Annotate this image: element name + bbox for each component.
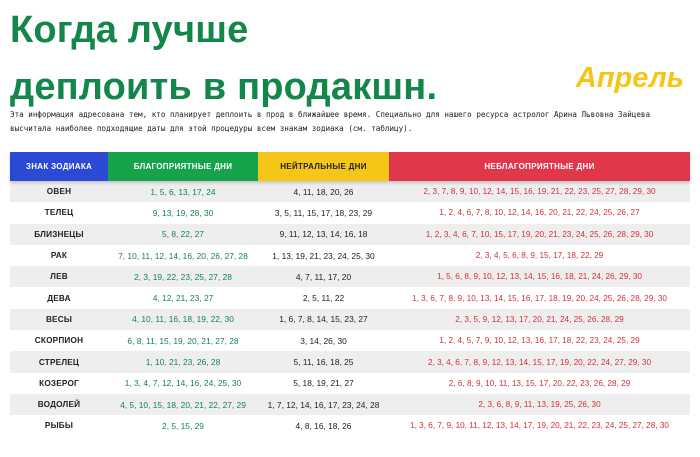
neutral-days-cell: 3, 5, 11, 15, 17, 18, 23, 29 (274, 207, 373, 218)
bad-days-cell: 2, 3, 4, 5, 6, 8, 9, 15, 17, 18, 22, 29 (475, 251, 604, 261)
zodiac-table: ЗНАК ЗОДИАКА БЛАГОПРИЯТНЫЕ ДНИ НЕЙТРАЛЬН… (10, 152, 690, 437)
header-bad-days: НЕБЛАГОПРИЯТНЫЕ ДНИ (389, 152, 690, 181)
table-row: КОЗЕРОГ 1, 3, 4, 7, 12, 14, 16, 24, 25, 3… (10, 372, 690, 394)
table-row: РЫБЫ 2, 5, 15, 29 4, 8, 16, 18, 26 1, 3, 6,… (10, 415, 690, 437)
neutral-days-cell: 2, 5, 11, 22 (302, 293, 345, 304)
bad-days-cell: 2, 6, 8, 9, 10, 11, 13, 15, 17, 20, 22, … (448, 378, 631, 388)
sign-cell: РЫБЫ (44, 421, 74, 431)
good-days-cell: 5, 8, 22, 27 (162, 229, 204, 240)
bad-days-cell: 1, 2, 3, 4, 6, 7, 10, 15, 17, 19, 20, 21… (425, 229, 654, 239)
table-row: РАК 7, 10, 11, 12, 14, 16, 20, 26, 27, 28… (10, 244, 690, 267)
month-label: Апрель (575, 62, 684, 94)
sign-cell: ТЕЛЕЦ (44, 208, 74, 218)
sign-cell: КОЗЕРОГ (39, 378, 79, 388)
sign-cell: СТРЕЛЕЦ (38, 357, 80, 367)
sign-cell: БЛИЗНЕЦЫ (34, 229, 84, 239)
table-row: ВЕСЫ 4, 10, 11, 16, 18, 19, 22, 30 1, 6, 7… (10, 308, 690, 331)
table-body: ОВЕН 1, 5, 6, 13, 17, 24 4, 11, 18, 20, 26… (10, 181, 690, 437)
bad-days-cell: 2, 3, 6, 8, 9, 11, 13, 19, 25, 26, 30 (478, 400, 601, 410)
header-sign: ЗНАК ЗОДИАКА (10, 152, 108, 181)
bad-days-cell: 1, 5, 6, 8, 9, 10, 12, 13, 14, 15, 16, 1… (437, 272, 642, 282)
good-days-cell: 9, 13, 19, 28, 30 (152, 207, 214, 218)
sign-cell: РАК (50, 251, 68, 261)
sign-cell: СКОРПИОН (34, 336, 84, 346)
header-good-days: БЛАГОПРИЯТНЫЕ ДНИ (108, 152, 258, 181)
good-days-cell: 4, 12, 21, 23, 27 (152, 293, 214, 304)
table-row: ТЕЛЕЦ 9, 13, 19, 28, 30 3, 5, 11, 15, 17, … (10, 202, 690, 224)
neutral-days-cell: 1, 7, 12, 14, 16, 17, 23, 24, 28 (267, 399, 380, 410)
good-days-cell: 1, 5, 6, 13, 17, 24 (150, 186, 216, 197)
neutral-days-cell: 4, 8, 16, 18, 26 (295, 420, 352, 431)
neutral-days-cell: 1, 13, 19, 21, 23, 24, 25, 30 (272, 250, 375, 261)
sign-cell: ВЕСЫ (45, 314, 73, 324)
table-header: ЗНАК ЗОДИАКА БЛАГОПРИЯТНЫЕ ДНИ НЕЙТРАЛЬН… (10, 152, 690, 181)
table-row: ВОДОЛЕЙ 4, 5, 10, 15, 18, 20, 21, 22, 27,… (10, 393, 690, 416)
table-row: ОВЕН 1, 5, 6, 13, 17, 24 4, 11, 18, 20, 26… (10, 181, 690, 203)
page-title: Когда лучше деплоить в продакшн. (10, 2, 437, 116)
sign-cell: ДЕВА (47, 293, 71, 303)
title-line-1: Когда лучше (10, 9, 249, 51)
neutral-days-cell: 4, 7, 11, 17, 20 (295, 271, 352, 282)
table-row: СТРЕЛЕЦ 1, 10, 21, 23, 26, 28 5, 11, 16, 1… (10, 351, 690, 373)
bad-days-cell: 2, 3, 7, 8, 9, 10, 12, 14, 15, 16, 19, 2… (423, 187, 656, 197)
neutral-days-cell: 1, 6, 7, 8, 14, 15, 23, 27 (279, 314, 368, 325)
table-row: ДЕВА 4, 12, 21, 23, 27 2, 5, 11, 22 1, 3, 6… (10, 287, 690, 309)
neutral-days-cell: 3, 14, 26, 30 (300, 335, 347, 346)
good-days-cell: 2, 3, 19, 22, 23, 25, 27, 28 (134, 271, 232, 282)
good-days-cell: 2, 5, 15, 29 (162, 420, 204, 431)
good-days-cell: 7, 10, 11, 12, 14, 16, 20, 26, 27, 28 (118, 250, 248, 261)
neutral-days-cell: 9, 11, 12, 13, 14, 16, 18 (279, 229, 368, 240)
bad-days-cell: 2, 3, 5, 9, 12, 13, 17, 20, 21, 24, 25, … (455, 314, 624, 324)
table-row: СКОРПИОН 6, 8, 11, 15, 19, 20, 21, 27, 28… (10, 330, 690, 352)
header-neutral-days: НЕЙТРАЛЬНЫЕ ДНИ (258, 152, 389, 181)
good-days-cell: 1, 3, 4, 7, 12, 14, 16, 24, 25, 30 (124, 378, 242, 389)
bad-days-cell: 1, 3, 6, 7, 9, 10, 11, 12, 13, 14, 17, 1… (410, 421, 669, 431)
bad-days-cell: 1, 2, 4, 5, 7, 9, 10, 12, 13, 16, 17, 18… (439, 336, 640, 346)
table-row: БЛИЗНЕЦЫ 5, 8, 22, 27 9, 11, 12, 13, 14, 1… (10, 223, 690, 245)
neutral-days-cell: 5, 18, 19, 21, 27 (293, 378, 354, 389)
sign-cell: ВОДОЛЕЙ (37, 400, 81, 410)
description: Эта информация адресована тем, кто плани… (10, 110, 651, 133)
title-line-2: деплоить в продакшн. (10, 66, 438, 108)
sign-cell: ЛЕВ (50, 272, 68, 282)
bad-days-cell: 1, 2, 4, 6, 7, 8, 10, 12, 14, 16, 20, 21… (439, 208, 640, 218)
neutral-days-cell: 4, 11, 18, 20, 26 (293, 186, 354, 197)
good-days-cell: 6, 8, 11, 15, 19, 20, 21, 27, 28 (127, 335, 239, 346)
bad-days-cell: 1, 3, 6, 7, 8, 9, 10, 13, 14, 15, 16, 17… (412, 293, 667, 303)
good-days-cell: 4, 10, 11, 16, 18, 19, 22, 30 (132, 314, 234, 325)
table-row: ЛЕВ 2, 3, 19, 22, 23, 25, 27, 28 4, 7, 11,… (10, 266, 690, 288)
good-days-cell: 1, 10, 21, 23, 26, 28 (145, 357, 221, 368)
neutral-days-cell: 5, 11, 16, 18, 25 (293, 357, 354, 368)
good-days-cell: 4, 5, 10, 15, 18, 20, 21, 22, 27, 29 (120, 399, 246, 410)
bad-days-cell: 2, 3, 4, 6, 7, 8, 9, 12, 13, 14, 15, 17,… (427, 357, 652, 367)
sign-cell: ОВЕН (46, 187, 72, 197)
